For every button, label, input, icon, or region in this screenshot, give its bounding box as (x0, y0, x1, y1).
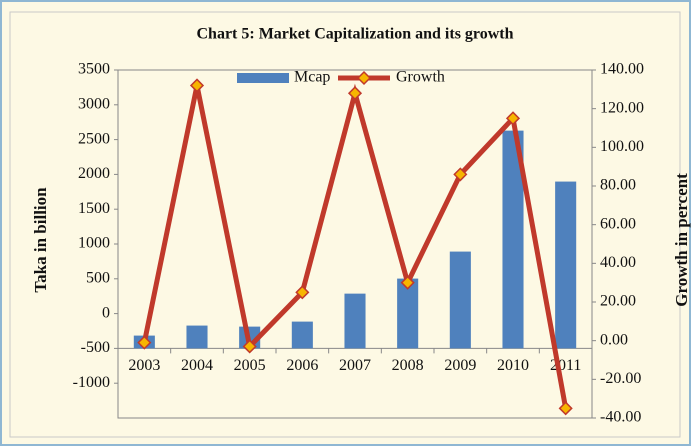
y2-tick-label: 0.00 (600, 331, 628, 348)
x-tick-label: 2009 (444, 357, 476, 374)
y2-tick-label: -40.00 (600, 409, 641, 426)
marker (137, 335, 152, 350)
marker (453, 167, 468, 182)
y-tick-label: 2000 (78, 165, 110, 182)
x-tick-label: 2010 (497, 357, 529, 374)
x-tick-label: 2003 (128, 357, 160, 374)
y2-tick-label: -20.00 (600, 370, 641, 387)
marker (505, 111, 521, 126)
bar (502, 130, 524, 349)
y2-tick-label: 80.00 (600, 177, 636, 194)
y-tick-label: 500 (86, 269, 110, 286)
x-tick-label: 2004 (181, 357, 213, 374)
bar (555, 181, 577, 349)
y-tick-label: 1500 (78, 200, 110, 217)
y2-tick-label: 40.00 (600, 254, 636, 271)
y2-tick-label: 140.00 (600, 61, 644, 78)
y2-axis-label: Growth in percent (672, 173, 691, 307)
legend-swatch (237, 73, 289, 83)
y-tick-label: 2500 (78, 130, 110, 147)
y-tick-label: -500 (81, 339, 110, 356)
y2-tick-label: 120.00 (600, 99, 644, 116)
x-tick-label: 2008 (392, 357, 424, 374)
y-tick-label: 0 (102, 304, 110, 321)
y2-tick-label: 20.00 (600, 293, 636, 310)
y-axis-label: Taka in billion (31, 187, 50, 293)
x-tick-label: 2006 (286, 357, 318, 374)
y2-tick-label: 100.00 (600, 138, 644, 155)
y-tick-label: -1000 (73, 374, 110, 391)
marker (242, 339, 257, 354)
x-tick-label: 2007 (339, 357, 371, 374)
marker (189, 78, 205, 93)
marker (347, 86, 363, 101)
y-tick-label: 1000 (78, 235, 110, 252)
y-tick-label: 3000 (78, 95, 110, 112)
marker (558, 401, 573, 416)
bar (344, 293, 366, 349)
bar (397, 278, 419, 349)
legend-marker (356, 70, 372, 86)
bar (291, 321, 313, 349)
legend-label: Mcap (294, 69, 330, 86)
y-tick-label: 3500 (78, 61, 110, 78)
bar (449, 251, 471, 349)
x-tick-label: 2005 (234, 357, 266, 374)
y2-tick-label: 60.00 (600, 215, 636, 232)
marker (295, 285, 310, 300)
legend-label: Growth (396, 69, 445, 86)
chart-title: Chart 5: Market Capitalization and its g… (196, 26, 513, 43)
bar (186, 325, 208, 349)
marker (400, 275, 415, 290)
